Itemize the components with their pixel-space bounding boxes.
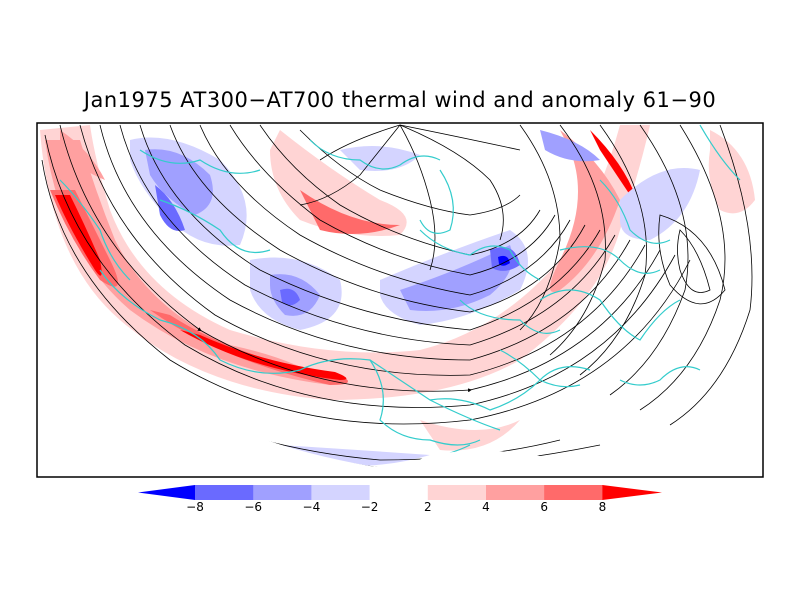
colorbar-tick-label: 8 [598, 500, 607, 514]
colorbar-tick-label: 4 [482, 500, 490, 514]
colorbar-tick-label: 2 [423, 500, 432, 514]
colorbar-tick-label: 6 [540, 500, 549, 514]
colorbar-tick-label: −8 [186, 500, 204, 514]
colorbar-bin [369, 485, 429, 500]
colorbar-bin [311, 485, 371, 500]
colorbar-bin [544, 485, 603, 500]
streamlines [41, 124, 753, 471]
colorbar [138, 485, 662, 500]
coastlines [59, 124, 741, 461]
colorbar-bin [253, 485, 312, 500]
map-title: Jan1975 AT300−AT700 thermal wind and ano… [83, 88, 717, 112]
colorbar-tick-label: −4 [302, 500, 321, 514]
colorbar-tick-label: −2 [360, 500, 379, 514]
colorbar-tick-label: −6 [244, 500, 263, 514]
colorbar-bin [427, 485, 487, 500]
colorbar-arrow-high [602, 485, 662, 500]
colorbar-arrow-low [138, 485, 195, 500]
colorbar-bin [486, 485, 545, 500]
colorbar-bin [195, 485, 254, 500]
